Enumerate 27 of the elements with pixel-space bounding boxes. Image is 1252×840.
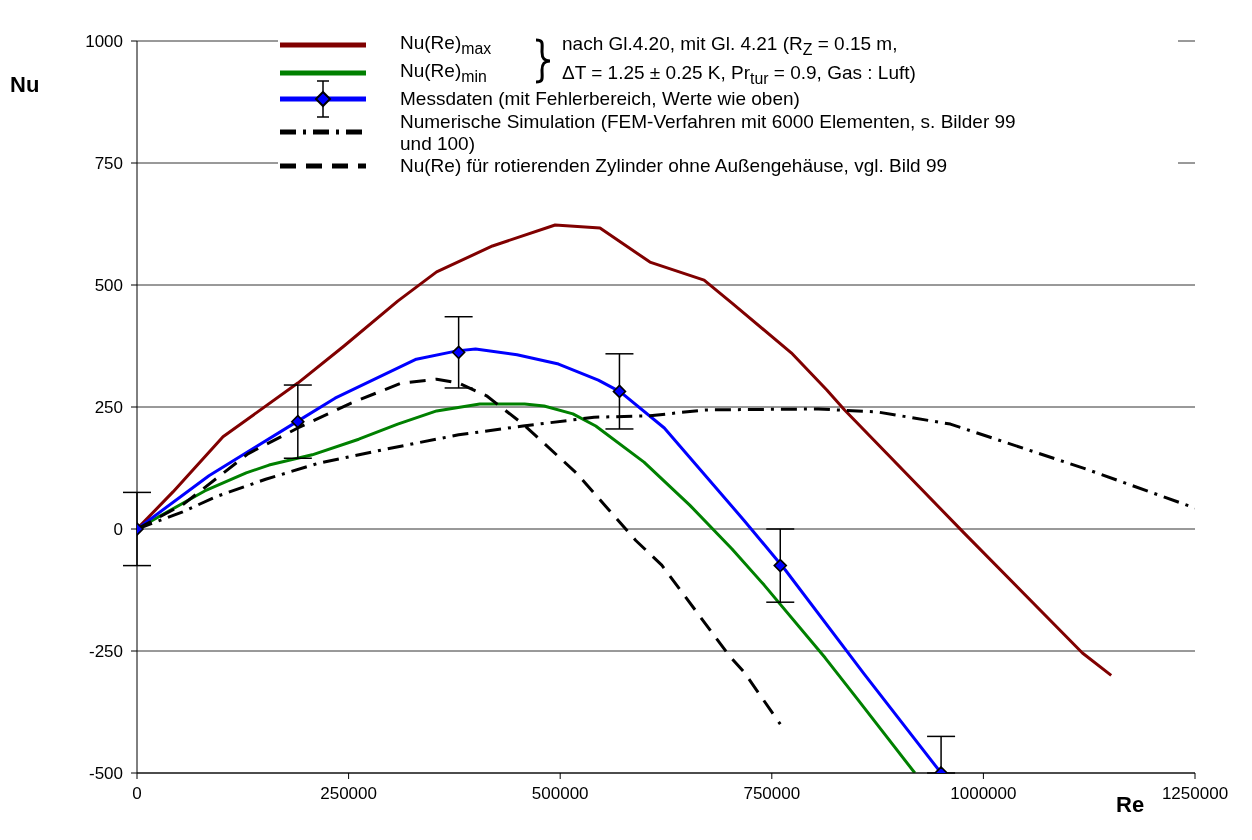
y-tick-label: 0 [113, 520, 123, 540]
y-axis-title: Nu [10, 72, 40, 98]
point [451, 345, 466, 360]
x-tick-label: 250000 [320, 784, 377, 804]
x-tick-label: 1250000 [1161, 784, 1229, 804]
x-tick-label: 500000 [531, 784, 589, 804]
y-tick-label: -500 [88, 764, 123, 784]
point [773, 558, 788, 573]
x-tick-label: 1000000 [950, 784, 1017, 804]
legend-label: Nu(Re)$_{min}$ [400, 59, 487, 85]
point [291, 414, 305, 429]
x-tick-label: 0 [132, 784, 142, 804]
y-tick-label: 250 [94, 398, 123, 418]
legend-label: Nu(Re)$_{max}$ [400, 32, 492, 57]
annotation: ΔT = 1.25 ± 0.25 K, Pr$_{tur}$ = 0.9, Gas : Luft) [562, 60, 916, 89]
y-tick-label: 1000 [85, 32, 123, 52]
legend-label: Numerische Simulation (FEM-Verfahren mit 6000 Elementen, s. Bilder 99 und 100) [400, 110, 1017, 155]
x-axis-title: Re [1116, 792, 1145, 818]
annotation: nach Gl.4.20, mit Gl. 4.21 (R$_{Z}$ = 0.15 m, [562, 32, 899, 60]
y-tick-label: 500 [94, 276, 123, 296]
x-tick-label: 750000 [743, 784, 801, 804]
point [612, 384, 627, 399]
legend-label: Messdaten (mit Fehlerbereich, Werte wie oben) [400, 88, 801, 111]
line-series [137, 223, 1113, 677]
legend-label: Nu(Re) für rotierenden Zylinder ohne Außengehäuse, vgl. Bild 99 [400, 155, 949, 178]
y-tick-label: 750 [94, 154, 123, 174]
y-tick-label: -250 [88, 642, 123, 662]
